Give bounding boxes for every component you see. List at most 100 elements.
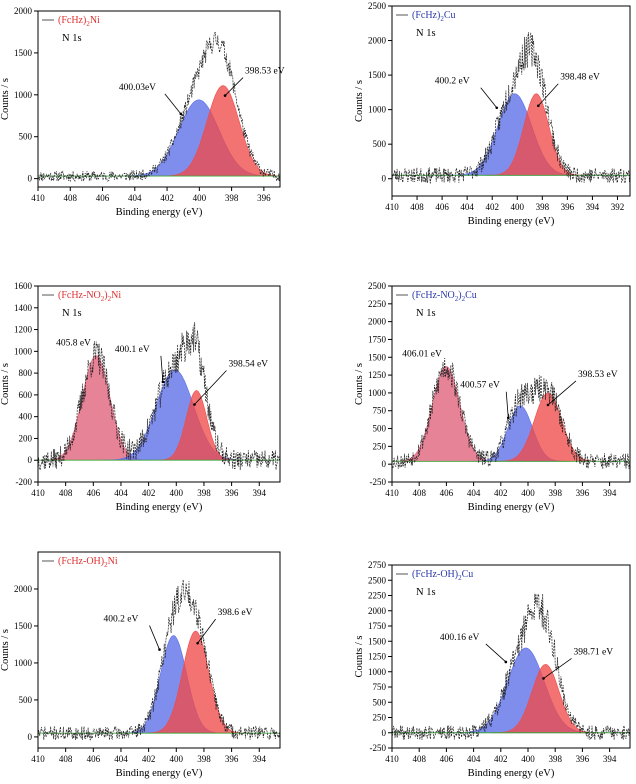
- peak-label-2: 398.48 eV: [560, 73, 600, 83]
- y-tick-label: 500: [373, 697, 387, 707]
- y-tick-label: 2250: [368, 299, 387, 309]
- arrow-head: [196, 641, 199, 645]
- x-tick-label: 406: [87, 488, 101, 498]
- y-tick-label: 1500: [368, 352, 387, 362]
- y-axis-label: Counts / s: [354, 635, 365, 677]
- raw-data-trace: [38, 31, 280, 183]
- y-tick-label: 400: [19, 412, 33, 422]
- subtitle: N 1s: [416, 28, 436, 39]
- arrow-head: [542, 677, 545, 680]
- y-tick-label: 2250: [368, 591, 387, 601]
- peak-arrow-2: [505, 391, 509, 418]
- y-tick-label: 1000: [368, 105, 387, 115]
- y-tick-label: 2000: [368, 317, 387, 327]
- peak-label-1: 406.01 eV: [402, 350, 442, 360]
- x-tick-label: 402: [485, 202, 499, 212]
- y-tick-label: 2500: [368, 575, 387, 585]
- peak-label-1: 400.16 eV: [440, 633, 480, 643]
- y-tick-label: 500: [19, 695, 33, 705]
- peak-arrow-1: [164, 93, 182, 115]
- y-tick-label: 750: [373, 406, 387, 416]
- x-tick-label: 402: [142, 488, 156, 498]
- raw-data-trace: [38, 322, 280, 471]
- peak-label-1: 400.2 eV: [104, 615, 139, 625]
- y-axis-label: Counts / s: [354, 363, 365, 405]
- legend: (FcHz-NO2)2Cu: [396, 290, 477, 303]
- y-tick-label: 750: [373, 682, 387, 692]
- x-tick-label: 408: [59, 488, 73, 498]
- y-tick-label: 1200: [14, 325, 33, 335]
- peak-label-1: 400.03eV: [119, 83, 156, 93]
- y-tick-label: 500: [373, 424, 387, 434]
- peak-arrow-1: [480, 87, 498, 108]
- arrow-head: [179, 112, 183, 116]
- legend-label: (FcHz-NO2)2Cu: [412, 290, 477, 303]
- x-tick-label: 406: [440, 488, 454, 498]
- y-tick-label: 250: [373, 441, 387, 451]
- x-tick-label: 396: [257, 193, 271, 203]
- arrow-head: [223, 94, 227, 97]
- y-tick-label: 500: [373, 139, 387, 149]
- x-tick-label: 400: [193, 193, 207, 203]
- x-tick-label: 404: [114, 488, 128, 498]
- chart-panel-4: 410 408 406 404 402 400 398 396 394 -250 0 250 500 75…: [354, 281, 631, 513]
- x-tick-label: 406: [435, 202, 449, 212]
- arrow-head: [537, 104, 540, 108]
- axes-frame: [391, 5, 631, 197]
- x-tick-label: 398: [548, 754, 562, 764]
- x-tick-label: 394: [603, 754, 617, 764]
- y-tick-label: 1250: [368, 652, 387, 662]
- arrow-head: [495, 106, 499, 110]
- legend-label: (FcHz-NO2)2Ni: [58, 290, 121, 303]
- arrow-head: [504, 660, 508, 664]
- x-tick-label: 402: [494, 754, 508, 764]
- x-tick-label: 404: [128, 193, 142, 203]
- x-tick-label: 406: [87, 754, 101, 764]
- peak-fill-3: [493, 392, 603, 462]
- x-tick-label: 404: [114, 754, 128, 764]
- x-tick-label: 398: [225, 193, 239, 203]
- x-tick-label: 404: [467, 754, 481, 764]
- arrow-head: [546, 403, 550, 407]
- peak-arrow-2: [197, 618, 216, 644]
- x-axis-label: Binding energy (eV): [468, 216, 555, 227]
- x-tick-label: 410: [385, 754, 399, 764]
- x-tick-label: 398: [536, 202, 550, 212]
- peak-arrow-2: [160, 355, 164, 382]
- x-tick-label: 392: [611, 202, 625, 212]
- y-tick-label: 800: [19, 368, 33, 378]
- axes-frame: [37, 10, 281, 188]
- x-tick-label: 406: [96, 193, 110, 203]
- y-tick-label: 0: [382, 174, 387, 184]
- plot-area: [392, 357, 630, 470]
- legend: (FcHz)2Cu: [396, 10, 456, 23]
- y-tick-label: 0: [28, 455, 33, 465]
- axes-frame: [391, 285, 631, 483]
- subtitle: N 1s: [62, 33, 82, 44]
- y-tick-label: 1500: [14, 48, 33, 58]
- peak-fill-2: [485, 93, 587, 176]
- subtitle: N 1s: [416, 587, 436, 598]
- peak-label-3: 398.54 eV: [228, 360, 268, 370]
- x-tick-label: 400: [521, 754, 535, 764]
- y-tick-label: 0: [382, 459, 387, 469]
- y-tick-label: 0: [382, 728, 387, 738]
- axes-frame: [37, 551, 281, 749]
- y-axis-label: Counts / s: [0, 363, 11, 405]
- chart-panel-6: 410 408 406 404 402 400 398 396 394 -250 0 250 500 75…: [354, 560, 631, 779]
- x-tick-label: 398: [197, 754, 211, 764]
- y-axis-label: Counts / s: [354, 80, 365, 122]
- y-tick-label: 1500: [368, 636, 387, 646]
- peak-arrow-3: [547, 380, 577, 406]
- arrow-head: [158, 648, 161, 651]
- peak-label-2: 398.71 eV: [574, 647, 614, 657]
- y-tick-label: -250: [370, 477, 387, 487]
- x-axis-label: Binding energy (eV): [468, 502, 555, 513]
- axes-frame: [37, 285, 281, 483]
- arrow-head: [193, 403, 196, 406]
- x-tick-label: 410: [31, 193, 45, 203]
- chart-panel-3: 410 408 406 404 402 400 398 396 394 -200 0 200 400 60…: [0, 281, 281, 513]
- x-tick-label: 408: [412, 488, 426, 498]
- y-axis-label: Counts / s: [0, 78, 11, 120]
- x-tick-label: 394: [586, 202, 600, 212]
